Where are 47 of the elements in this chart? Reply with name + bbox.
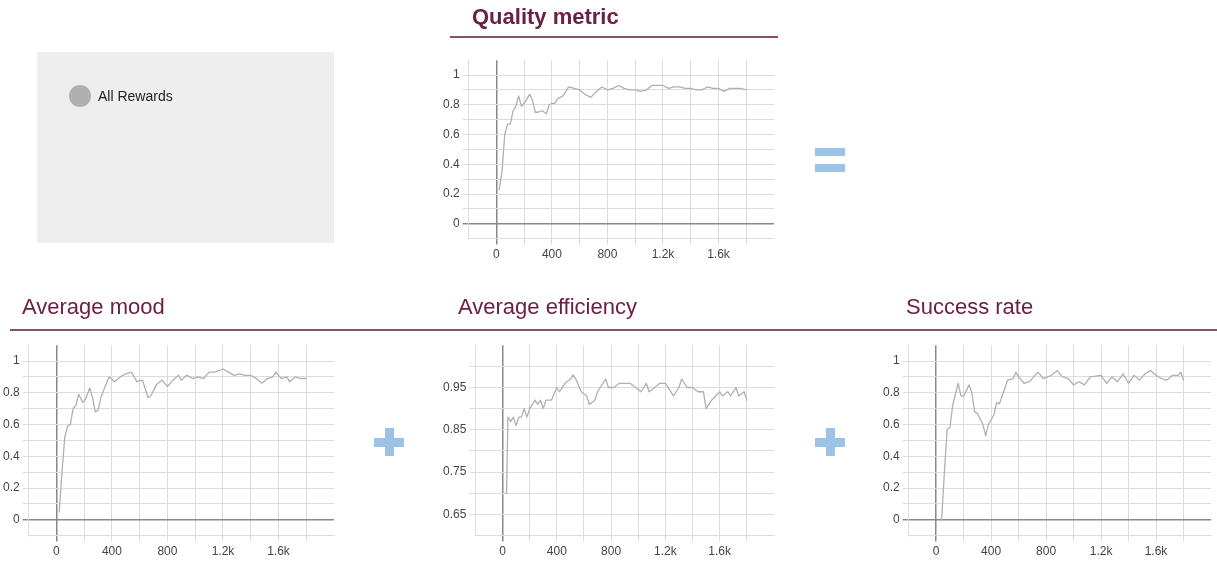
x-tick-label: 1.2k <box>211 544 236 559</box>
legend-label: All Rewards <box>98 88 173 104</box>
chart-title: Average mood <box>22 293 166 321</box>
y-tick-label: 0.6 <box>442 126 460 141</box>
y-tick-label: 0.85 <box>443 422 467 437</box>
x-tick-label: 400 <box>541 247 563 262</box>
y-tick-label: 0.4 <box>442 156 460 171</box>
y-tick-label: 0.2 <box>442 186 460 201</box>
y-tick-label: 0.65 <box>443 506 467 521</box>
y-tick-label: 0.2 <box>882 480 900 495</box>
x-tick-label: 800 <box>1036 544 1057 559</box>
x-tick-label: 0 <box>53 544 61 559</box>
y-tick-label: 0.8 <box>882 385 900 400</box>
x-tick-label: 1.6k <box>1144 544 1169 559</box>
x-tick-label: 400 <box>101 544 123 559</box>
y-tick-label: 0.2 <box>2 480 20 495</box>
y-tick-label: 0.4 <box>2 448 20 463</box>
y-tick-label: 0 <box>452 216 460 231</box>
chart-title: Quality metric <box>472 3 620 31</box>
x-tick-label: 400 <box>546 544 568 559</box>
y-tick-label: 0 <box>12 512 20 527</box>
y-tick-label: 0 <box>892 512 900 527</box>
x-tick-label: 1.6k <box>708 544 733 559</box>
y-tick-label: 1 <box>12 353 20 368</box>
y-tick-label: 0.95 <box>443 379 467 394</box>
x-tick-label: 1.6k <box>267 544 291 559</box>
x-tick-label: 1.2k <box>1089 544 1114 559</box>
y-tick-label: 0.6 <box>882 416 900 431</box>
x-tick-label: 800 <box>601 544 622 559</box>
x-tick-label: 0 <box>493 247 501 262</box>
x-tick-label: 1.2k <box>654 544 678 559</box>
y-tick-label: 1 <box>452 67 460 82</box>
y-tick-label: 0.75 <box>443 464 467 479</box>
x-tick-label: 400 <box>981 544 1002 559</box>
x-tick-label: 0 <box>499 544 507 559</box>
x-tick-label: 800 <box>157 544 178 559</box>
x-tick-label: 1.2k <box>651 247 676 262</box>
y-tick-label: 0.6 <box>2 416 20 431</box>
chart-title: Average efficiency <box>458 293 638 321</box>
x-tick-label: 0 <box>932 544 940 559</box>
y-tick-label: 1 <box>892 353 900 368</box>
chart-title: Success rate <box>906 293 1035 321</box>
y-tick-label: 0.8 <box>2 385 20 400</box>
x-tick-label: 800 <box>597 247 618 262</box>
x-tick-label: 1.6k <box>707 247 731 262</box>
y-tick-label: 0.4 <box>882 448 900 463</box>
y-tick-label: 0.8 <box>442 97 460 112</box>
